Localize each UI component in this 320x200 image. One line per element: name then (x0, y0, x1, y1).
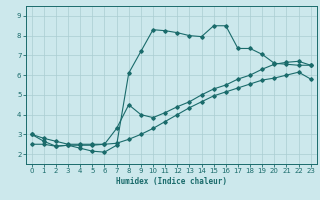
X-axis label: Humidex (Indice chaleur): Humidex (Indice chaleur) (116, 177, 227, 186)
